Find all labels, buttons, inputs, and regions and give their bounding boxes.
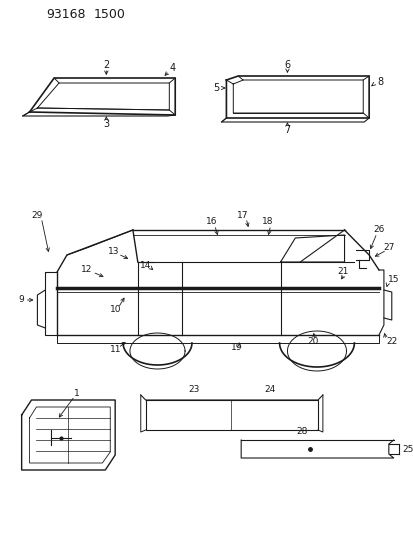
Text: 12: 12 (81, 265, 92, 274)
Text: 29: 29 (32, 211, 43, 220)
Text: 16: 16 (205, 217, 217, 227)
Text: 25: 25 (402, 445, 413, 454)
Text: 6: 6 (284, 60, 290, 70)
Text: 5: 5 (213, 83, 219, 93)
Text: 23: 23 (188, 385, 199, 394)
Text: 4: 4 (169, 63, 175, 73)
Text: 24: 24 (263, 385, 275, 394)
Text: 14: 14 (140, 261, 151, 270)
Text: 11: 11 (110, 345, 121, 354)
Text: 2: 2 (103, 60, 109, 70)
Text: 15: 15 (387, 276, 399, 285)
Text: 93168: 93168 (46, 7, 85, 20)
Text: 7: 7 (284, 125, 290, 135)
Text: 17: 17 (237, 211, 248, 220)
Text: 27: 27 (382, 244, 394, 253)
Text: 19: 19 (230, 343, 242, 352)
Text: 20: 20 (306, 337, 318, 346)
Text: 10: 10 (110, 305, 121, 314)
Text: 21: 21 (336, 268, 347, 277)
Text: 3: 3 (103, 119, 109, 129)
Text: 1500: 1500 (93, 7, 125, 20)
Text: 13: 13 (107, 247, 119, 256)
Text: 28: 28 (296, 427, 307, 437)
Text: 8: 8 (376, 77, 382, 87)
Text: 26: 26 (373, 225, 384, 235)
Text: 18: 18 (261, 217, 273, 227)
Text: 9: 9 (19, 295, 24, 304)
Text: 22: 22 (385, 337, 396, 346)
Text: 1: 1 (74, 389, 79, 398)
